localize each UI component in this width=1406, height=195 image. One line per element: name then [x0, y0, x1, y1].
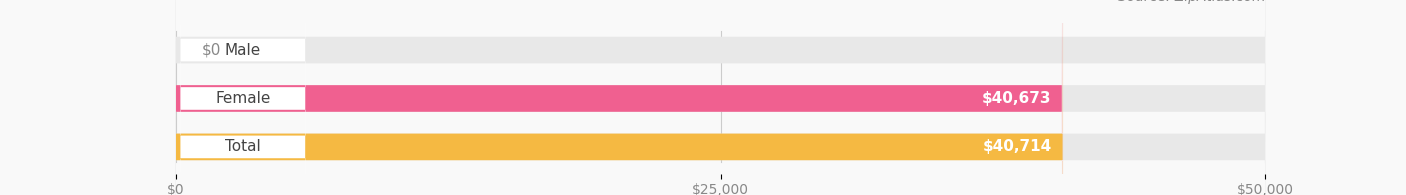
Text: $0: $0 — [202, 43, 221, 58]
Text: $40,673: $40,673 — [981, 91, 1052, 106]
Text: $40,714: $40,714 — [983, 139, 1052, 154]
Text: Source: ZipAtlas.com: Source: ZipAtlas.com — [1118, 0, 1265, 4]
FancyBboxPatch shape — [180, 0, 305, 195]
FancyBboxPatch shape — [180, 0, 305, 195]
FancyBboxPatch shape — [176, 0, 1265, 195]
FancyBboxPatch shape — [176, 0, 1063, 195]
FancyBboxPatch shape — [180, 0, 305, 195]
FancyBboxPatch shape — [176, 0, 1265, 195]
Text: EARNINGS BY SEX IN ZIP CODE 31810: EARNINGS BY SEX IN ZIP CODE 31810 — [176, 0, 571, 4]
FancyBboxPatch shape — [176, 0, 1062, 195]
Text: Male: Male — [225, 43, 262, 58]
FancyBboxPatch shape — [176, 0, 1265, 195]
Text: Female: Female — [215, 91, 270, 106]
Text: Total: Total — [225, 139, 260, 154]
